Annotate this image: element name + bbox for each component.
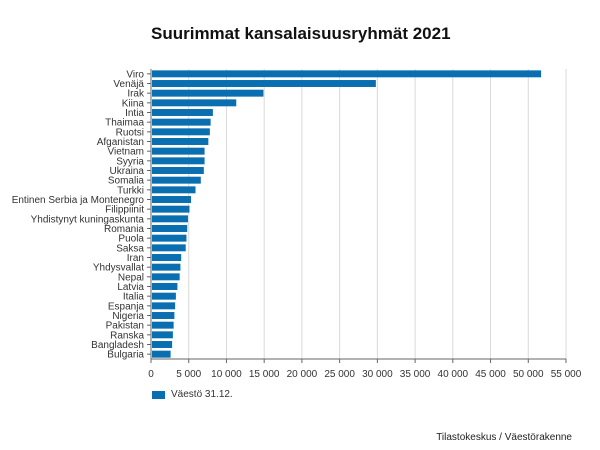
category-label: Nigeria [112, 311, 144, 322]
category-label: Ruotsi [116, 127, 144, 138]
category-label: Irak [127, 89, 145, 100]
category-label: Somalia [108, 176, 145, 187]
bar [152, 176, 201, 184]
category-label: Viro [126, 69, 144, 80]
bar [152, 109, 213, 116]
bar [152, 205, 190, 213]
x-tick-label: 55 000 [551, 369, 582, 380]
category-label: Iran [127, 253, 144, 264]
category-label: Thaimaa [105, 118, 144, 129]
category-label: Espanja [108, 301, 145, 312]
bar [152, 331, 173, 339]
legend-swatch [152, 390, 165, 399]
bar [152, 80, 376, 87]
x-tick-label: 35 000 [400, 369, 431, 380]
bar [152, 263, 181, 271]
category-label: Filippiinit [105, 205, 144, 216]
bar [152, 321, 174, 329]
category-label: Intia [125, 108, 144, 119]
bar [152, 215, 188, 223]
x-tick-label: 25 000 [324, 369, 355, 380]
x-tick-label: 40 000 [438, 369, 469, 380]
bar [152, 118, 211, 126]
bar [152, 167, 204, 174]
x-tick-label: 0 [148, 369, 154, 380]
category-label: Vietnam [107, 147, 144, 158]
category-label: Ukraina [110, 166, 145, 177]
bar [152, 157, 205, 165]
bar [152, 99, 237, 107]
bar [152, 273, 180, 281]
bar [152, 89, 264, 97]
category-label: Bangladesh [91, 340, 144, 351]
category-label: Yhdistynyt kuningaskunta [31, 214, 145, 225]
bar [152, 225, 188, 232]
bar [152, 128, 210, 136]
legend-label: Väestö 31.12. [171, 389, 233, 400]
category-label: Latvia [117, 282, 144, 293]
category-label: Venäjä [113, 79, 144, 90]
bar [152, 341, 173, 348]
legend: Väestö 31.12. [152, 389, 233, 400]
category-label: Bulgaria [107, 350, 144, 361]
bar [152, 302, 176, 310]
x-tick-label: 15 000 [249, 369, 280, 380]
chart-title: Suurimmat kansalaisuusryhmät 2021 [151, 24, 451, 43]
category-label: Saksa [116, 243, 144, 254]
category-label: Nepal [118, 272, 144, 283]
category-label: Yhdysvallat [93, 263, 144, 274]
category-label: Romania [104, 224, 144, 235]
bar [152, 70, 542, 78]
category-label: Puola [118, 234, 144, 245]
bar [152, 138, 209, 145]
category-label: Syyria [116, 156, 144, 167]
bar [152, 292, 176, 300]
bar [152, 254, 182, 261]
bar [152, 234, 187, 242]
x-tick-label: 30 000 [362, 369, 393, 380]
bar [152, 147, 205, 155]
bar [152, 283, 178, 290]
x-tick-label: 20 000 [287, 369, 318, 380]
x-tick-label: 10 000 [211, 369, 242, 380]
category-label: Entinen Serbia ja Montenegro [12, 195, 145, 206]
category-label: Kiina [122, 98, 145, 109]
bar [152, 350, 171, 358]
category-label: Pakistan [106, 321, 144, 332]
category-label: Italia [123, 292, 145, 303]
category-label: Turkki [117, 185, 144, 196]
category-label: Afganistan [97, 137, 144, 148]
category-label: Ranska [110, 330, 144, 341]
x-tick-label: 5 000 [176, 369, 201, 380]
bar [152, 196, 191, 203]
bar [152, 244, 186, 252]
source-note: Tilastokeskus / Väestörakenne [436, 432, 572, 443]
bar [152, 186, 196, 194]
x-tick-label: 50 000 [513, 369, 544, 380]
x-tick-label: 45 000 [475, 369, 506, 380]
bar [152, 312, 175, 319]
